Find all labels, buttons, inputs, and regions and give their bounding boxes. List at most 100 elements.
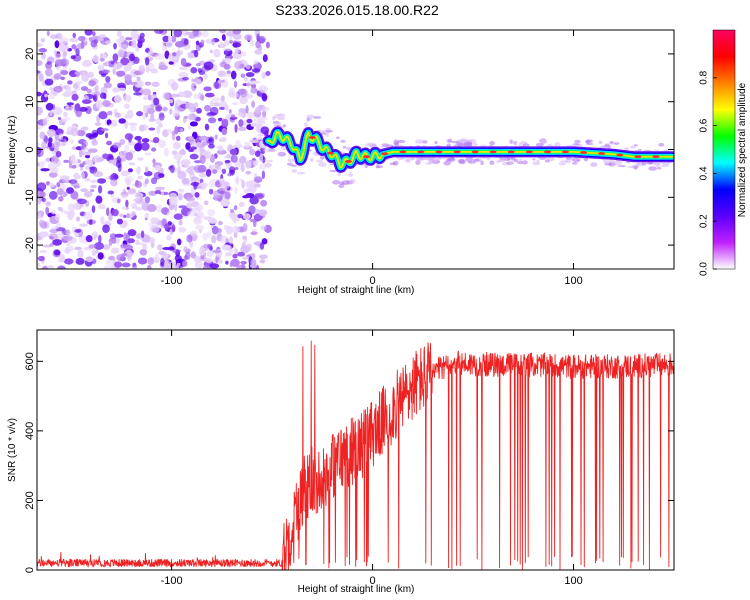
noise-blob xyxy=(221,34,226,42)
noise-blob xyxy=(203,200,209,206)
noise-blob xyxy=(182,76,190,81)
colorbar-tick-label: 0.8 xyxy=(699,70,710,84)
noise-blob xyxy=(262,110,267,118)
noise-blob xyxy=(200,30,209,38)
noise-blob xyxy=(249,148,256,156)
noise-blob xyxy=(242,256,250,260)
noise-blob xyxy=(209,100,215,107)
noise-blob xyxy=(98,234,102,244)
ridge-halo-blob xyxy=(400,157,407,160)
noise-blob xyxy=(79,223,88,227)
ridge-halo-blob xyxy=(389,162,397,166)
noise-blob xyxy=(237,112,243,116)
noise-blob xyxy=(243,188,251,194)
ridge-halo-blob xyxy=(275,113,282,116)
noise-blob xyxy=(77,159,81,164)
ridge-halo-blob xyxy=(473,142,478,147)
snr-chart: -100 0 100 0 200 400 600 Height of straight li… xyxy=(7,329,675,595)
ridge-halo-blob xyxy=(459,139,468,143)
noise-blob xyxy=(244,34,253,41)
noise-blob xyxy=(262,54,268,63)
noise-blob xyxy=(154,53,165,60)
noise-blob xyxy=(85,256,94,263)
noise-blob xyxy=(95,195,103,204)
noise-blob xyxy=(265,41,270,49)
noise-blob xyxy=(177,188,185,193)
noise-blob xyxy=(119,151,123,159)
noise-blob xyxy=(202,232,208,241)
noise-blob xyxy=(219,42,225,48)
noise-blob xyxy=(167,36,173,42)
noise-blob xyxy=(205,169,212,177)
noise-blob xyxy=(115,70,126,77)
noise-blob xyxy=(71,164,77,169)
ridge-peak xyxy=(363,155,371,159)
noise-blob xyxy=(253,176,263,183)
noise-blob xyxy=(142,112,146,121)
ridge-halo-blob xyxy=(367,142,377,147)
noise-blob xyxy=(37,124,44,130)
noise-blob xyxy=(86,88,92,94)
noise-blob xyxy=(68,245,74,252)
noise-blob xyxy=(210,38,216,46)
noise-blob xyxy=(177,165,181,174)
ridge-halo-blob xyxy=(577,159,581,162)
noise-blob xyxy=(177,193,183,201)
noise-blob xyxy=(37,182,47,191)
noise-blob xyxy=(181,30,188,37)
ridge-halo-blob xyxy=(609,159,615,163)
noise-blob xyxy=(65,229,71,236)
noise-blob xyxy=(49,147,55,151)
noise-blob xyxy=(90,179,98,184)
noise-blob xyxy=(241,261,245,269)
noise-blob xyxy=(158,64,168,71)
noise-blob xyxy=(203,61,214,70)
noise-blob xyxy=(241,242,246,249)
noise-blob xyxy=(215,163,220,170)
ridge-halo-blob xyxy=(447,140,452,143)
ridge-halo-blob xyxy=(320,132,327,135)
ridge-halo-blob xyxy=(397,139,406,144)
noise-blob xyxy=(116,30,122,38)
ridge-halo-blob xyxy=(513,158,519,163)
noise-blob xyxy=(67,203,75,212)
snr-ytick-label: 0 xyxy=(24,567,36,573)
noise-blob xyxy=(234,167,239,171)
noise-blob xyxy=(156,125,161,135)
noise-blob xyxy=(123,232,128,241)
noise-blob xyxy=(193,49,199,58)
noise-blob xyxy=(232,253,238,259)
ridge-halo-blob xyxy=(522,143,530,148)
noise-blob xyxy=(121,262,131,268)
noise-blob xyxy=(84,30,93,36)
noise-blob xyxy=(246,112,256,119)
noise-blob xyxy=(47,141,53,148)
noise-blob xyxy=(233,33,242,40)
noise-blob xyxy=(205,257,213,264)
noise-blob xyxy=(174,265,180,269)
noise-blob xyxy=(108,159,116,164)
noise-blob xyxy=(46,128,56,138)
ridge-halo-blob xyxy=(446,157,456,162)
ridge-halo-blob xyxy=(349,179,356,184)
noise-blob xyxy=(237,213,244,219)
noise-blob xyxy=(173,213,183,220)
noise-blob xyxy=(229,166,236,174)
noise-blob xyxy=(144,178,149,185)
noise-blob xyxy=(211,226,219,235)
noise-blob xyxy=(70,55,77,60)
spectrogram-xlabel: Height of straight line (km) xyxy=(298,285,415,296)
ridge-halo-blob xyxy=(316,159,324,163)
noise-blob xyxy=(162,35,170,42)
noise-blob xyxy=(163,261,173,269)
noise-blob xyxy=(244,141,251,149)
noise-blob xyxy=(153,97,160,106)
noise-blob xyxy=(144,212,150,219)
noise-blob xyxy=(148,190,157,196)
noise-blob xyxy=(179,128,184,132)
noise-blob xyxy=(54,213,61,222)
ridge-halo-blob xyxy=(532,161,541,166)
noise-blob xyxy=(240,164,245,172)
ridge-halo-blob xyxy=(553,142,561,148)
noise-blob xyxy=(137,40,143,49)
